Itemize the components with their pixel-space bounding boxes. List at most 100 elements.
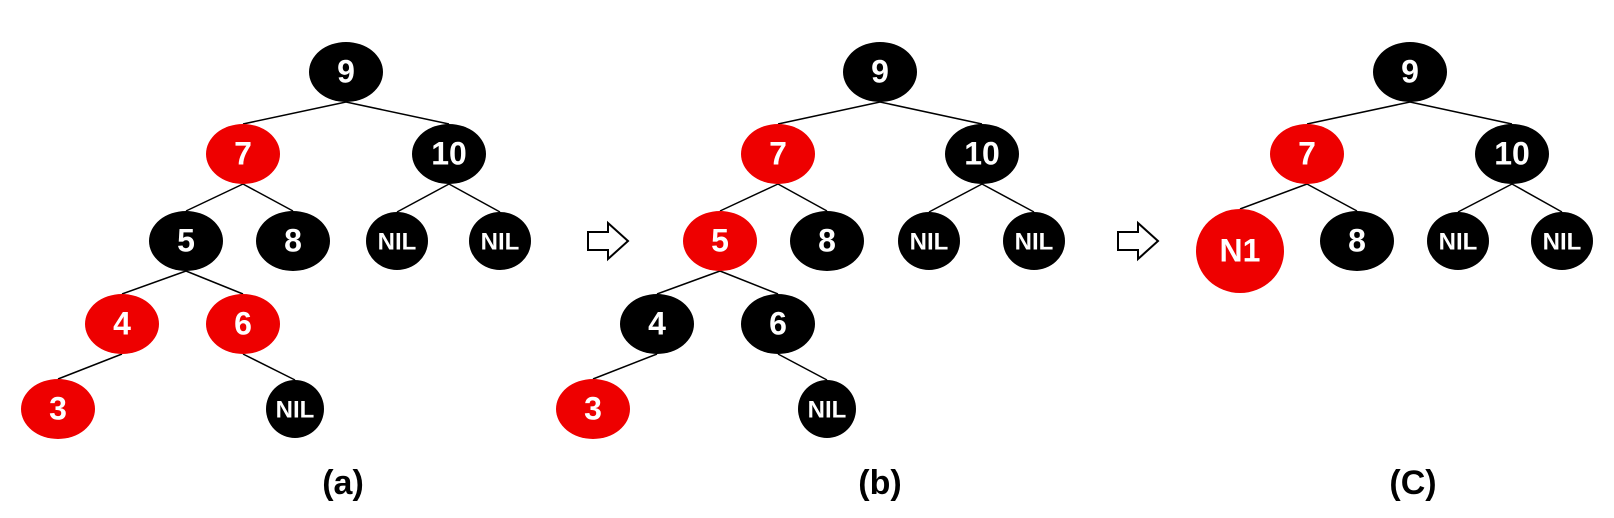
- tree-node-a7: 7: [206, 124, 280, 184]
- node-label: 6: [234, 305, 252, 341]
- hollow-right-arrow-icon: [587, 220, 630, 262]
- arrow-1: [587, 220, 630, 262]
- tree-edge-a5-a4: [121, 270, 187, 295]
- node-label: 3: [49, 390, 67, 426]
- node-label: 3: [584, 390, 602, 426]
- tree-edge-b7-b5: [719, 183, 779, 212]
- tree-node-b9: 9: [843, 42, 917, 102]
- node-label: 10: [431, 135, 467, 171]
- node-label: NIL: [808, 396, 847, 423]
- black-node-shape: [798, 380, 856, 438]
- black-node-shape: [266, 380, 324, 438]
- black-node-shape: [469, 212, 531, 270]
- tree-node-b3: 3: [556, 379, 630, 439]
- tree-edge-b10-bnil1: [928, 183, 983, 213]
- node-label: NIL: [481, 228, 520, 255]
- node-label: NIL: [276, 396, 315, 423]
- panel-a-caption: (a): [322, 464, 364, 502]
- tree-node-c8: 8: [1320, 211, 1394, 271]
- node-label: 5: [177, 222, 195, 258]
- black-node-shape: [898, 212, 960, 270]
- node-label: NIL: [910, 228, 949, 255]
- tree-edge-a4-a3: [57, 353, 123, 380]
- tree-node-b5: 5: [683, 211, 757, 271]
- red-node-shape: [556, 379, 630, 439]
- tree-node-cnil1: NIL: [1427, 212, 1489, 270]
- panel-c-caption: (C): [1389, 464, 1436, 502]
- hollow-right-arrow-icon: [1117, 220, 1160, 262]
- node-label: NIL: [1439, 228, 1478, 255]
- tree-node-anil3: NIL: [266, 380, 324, 438]
- node-label: 10: [1494, 135, 1530, 171]
- red-node-shape: [683, 211, 757, 271]
- red-node-shape: [21, 379, 95, 439]
- tree-edge-b10-bnil2: [981, 183, 1035, 213]
- tree-node-bnil1: NIL: [898, 212, 960, 270]
- node-label: 7: [1298, 135, 1316, 171]
- red-node-shape: [1270, 124, 1344, 184]
- node-label: 7: [769, 135, 787, 171]
- tree-edge-a5-a6: [185, 270, 244, 295]
- tree-edge-a9-a7: [242, 101, 347, 125]
- black-node-shape: [256, 211, 330, 271]
- tree-node-c9: 9: [1373, 42, 1447, 102]
- tree-edge-b9-b10: [879, 101, 983, 125]
- nodes-layer: 9 7 10 5 8 NIL NIL 4 6 3 NIL 9 7 10 5 8 NIL NIL 4 6 3 NIL 9 7 10…: [21, 42, 1593, 439]
- node-label: 9: [337, 53, 355, 89]
- black-node-shape: [309, 42, 383, 102]
- tree-node-a5: 5: [149, 211, 223, 271]
- black-node-shape: [1003, 212, 1065, 270]
- tree-edge-c10-cnil1: [1457, 183, 1513, 213]
- black-node-shape: [945, 124, 1019, 184]
- black-node-shape: [843, 42, 917, 102]
- node-label: 10: [964, 135, 1000, 171]
- tree-node-b7: 7: [741, 124, 815, 184]
- tree-node-b10: 10: [945, 124, 1019, 184]
- tree-node-b8: 8: [790, 211, 864, 271]
- panel-b-caption: (b): [858, 464, 901, 502]
- tree-edge-a10-anil1: [396, 183, 450, 213]
- black-node-shape: [149, 211, 223, 271]
- tree-node-cn1: N1: [1196, 209, 1284, 293]
- tree-node-cnil2: NIL: [1531, 212, 1593, 270]
- black-node-shape: [1531, 212, 1593, 270]
- black-node-shape: [1320, 211, 1394, 271]
- tree-node-anil1: NIL: [366, 212, 428, 270]
- node-label: 7: [234, 135, 252, 171]
- tree-edge-c9-c7: [1306, 101, 1411, 125]
- node-label: 9: [871, 53, 889, 89]
- node-label: 9: [1401, 53, 1419, 89]
- node-label: 4: [113, 305, 131, 341]
- tree-edge-c10-cnil2: [1511, 183, 1563, 213]
- tree-edge-b7-b8: [777, 183, 828, 212]
- tree-edge-b6-bnil3: [777, 353, 828, 381]
- black-node-shape: [1427, 212, 1489, 270]
- tree-node-b6: 6: [741, 294, 815, 354]
- tree-edge-b5-b4: [656, 270, 721, 295]
- node-label: 8: [818, 222, 836, 258]
- black-node-shape: [741, 294, 815, 354]
- tree-edge-c7-cn1: [1239, 183, 1308, 210]
- node-label: NIL: [1543, 228, 1582, 255]
- black-node-shape: [412, 124, 486, 184]
- tree-edge-b5-b6: [719, 270, 779, 295]
- node-label: 8: [1348, 222, 1366, 258]
- edges-layer: [57, 101, 1563, 381]
- red-node-shape: [85, 294, 159, 354]
- node-label: NIL: [378, 228, 417, 255]
- tree-node-c7: 7: [1270, 124, 1344, 184]
- tree-node-a9: 9: [309, 42, 383, 102]
- tree-edge-a6-anil3: [242, 353, 296, 381]
- tree-node-bnil2: NIL: [1003, 212, 1065, 270]
- tree-node-a10: 10: [412, 124, 486, 184]
- tree-edge-b9-b7: [777, 101, 881, 125]
- tree-edge-a10-anil2: [448, 183, 501, 213]
- red-node-shape: [741, 124, 815, 184]
- tree-node-a4: 4: [85, 294, 159, 354]
- tree-edge-c9-c10: [1409, 101, 1513, 125]
- red-node-shape: [1196, 209, 1284, 293]
- tree-node-anil2: NIL: [469, 212, 531, 270]
- node-label: NIL: [1015, 228, 1054, 255]
- black-node-shape: [790, 211, 864, 271]
